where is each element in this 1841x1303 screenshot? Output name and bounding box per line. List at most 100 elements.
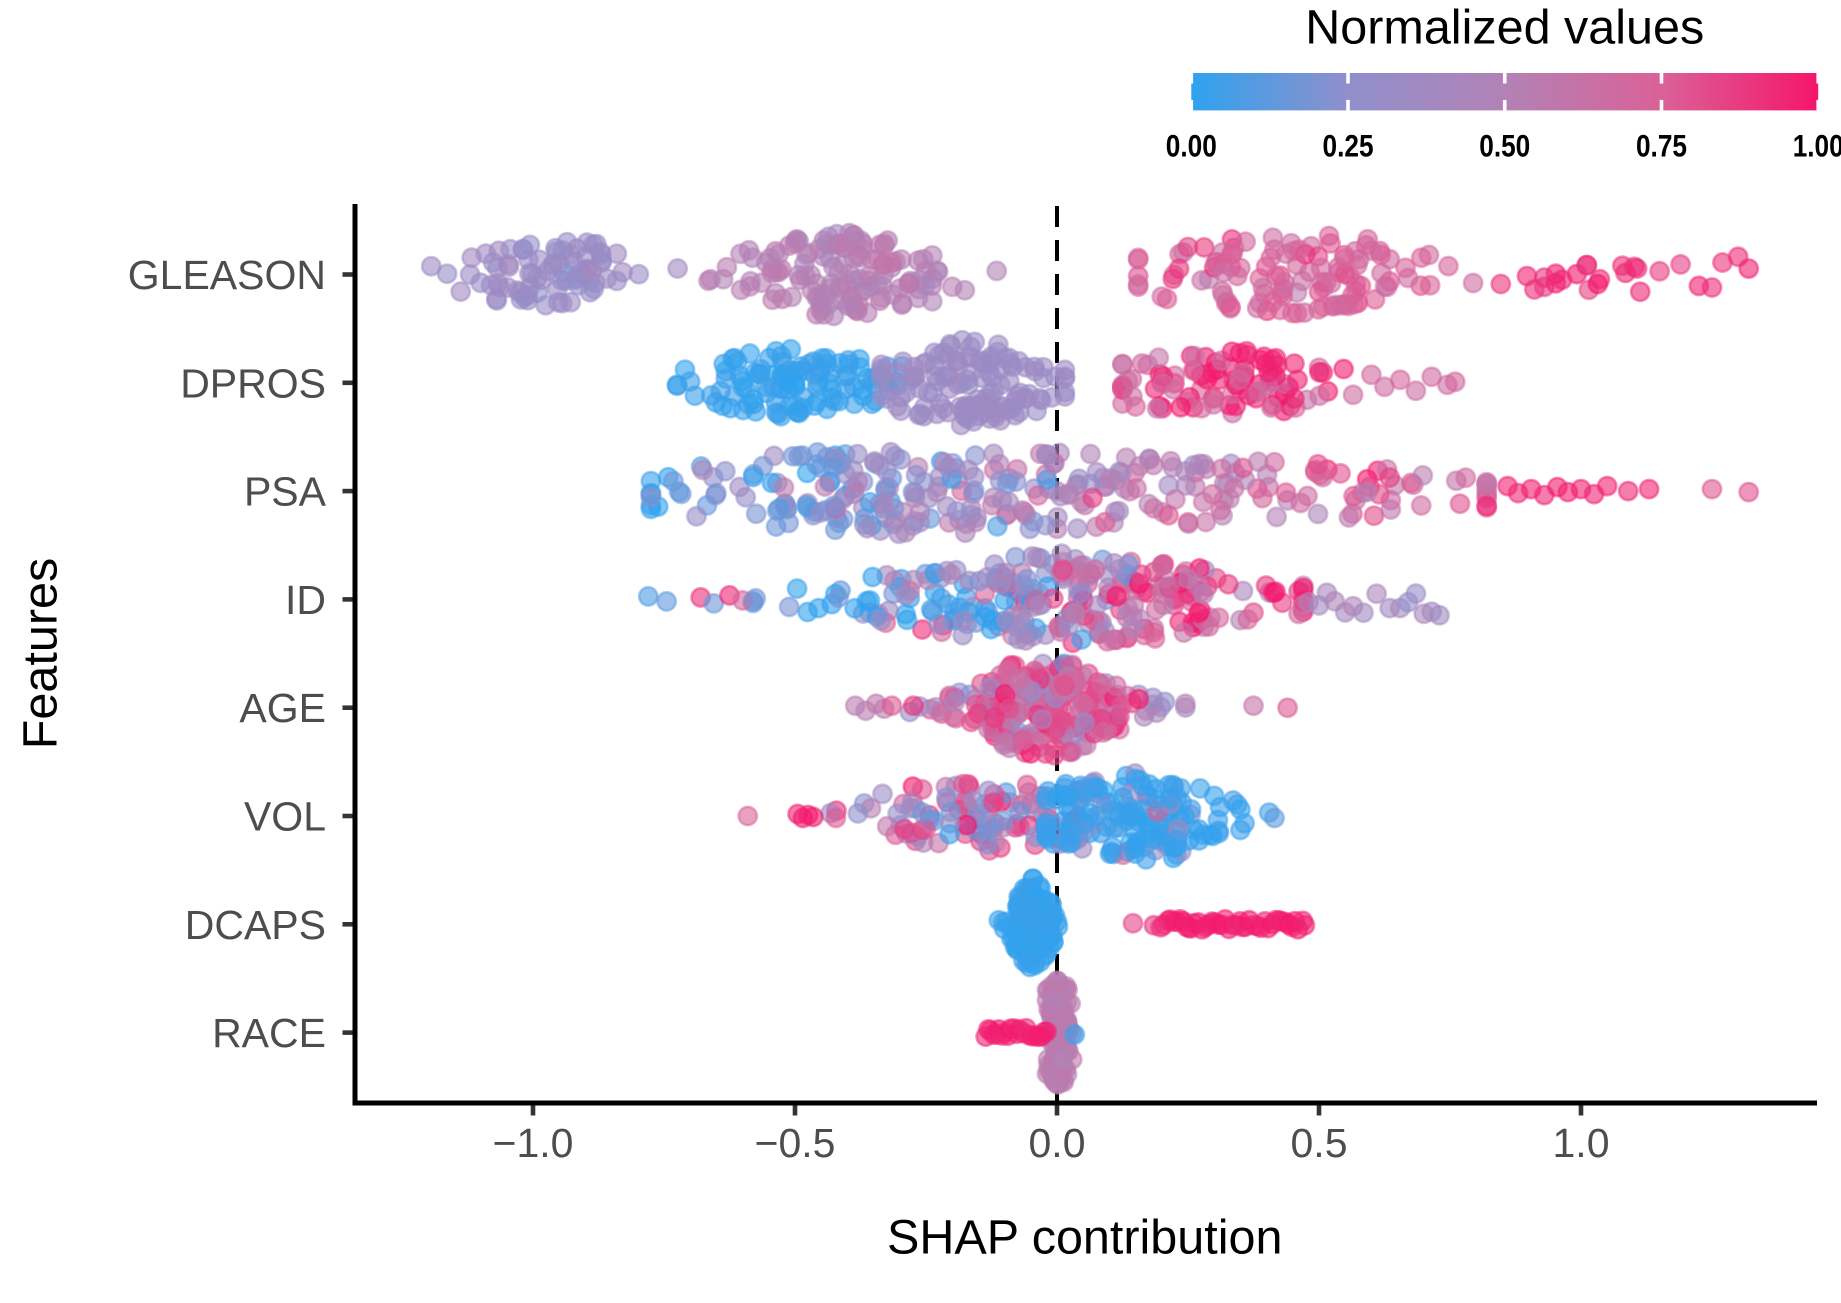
- data-point: [1228, 369, 1250, 391]
- data-point: [526, 267, 548, 289]
- data-point: [814, 475, 836, 497]
- legend-tick-label: 0.25: [1323, 128, 1374, 164]
- data-point: [847, 245, 869, 267]
- data-point: [1307, 453, 1329, 475]
- data-point: [1102, 836, 1124, 858]
- x-tick-label: −1.0: [493, 1120, 574, 1166]
- data-point: [986, 260, 1008, 282]
- data-point: [692, 459, 714, 481]
- data-point: [923, 342, 945, 364]
- data-point: [823, 390, 845, 412]
- data-point: [1307, 503, 1329, 525]
- data-point: [637, 585, 659, 607]
- data-point: [826, 233, 848, 255]
- legend-tick-label: 0.50: [1479, 128, 1530, 164]
- data-point: [1338, 506, 1360, 528]
- y-tick-label-gleason: GLEASON: [128, 252, 326, 298]
- y-tick-label-vol: VOL: [244, 794, 326, 840]
- feature-row-dpros: [666, 329, 1466, 436]
- data-point: [1366, 583, 1388, 605]
- data-point: [952, 610, 974, 632]
- data-point: [1342, 384, 1364, 406]
- data-point: [998, 698, 1020, 720]
- data-point: [1011, 729, 1033, 751]
- data-point: [1262, 582, 1284, 604]
- data-point: [1217, 573, 1239, 595]
- data-point: [1105, 675, 1127, 697]
- data-point: [737, 805, 759, 827]
- data-point: [547, 291, 569, 313]
- data-point: [1170, 396, 1192, 418]
- data-point: [1016, 952, 1038, 974]
- data-point: [1099, 468, 1121, 490]
- data-point: [1127, 249, 1149, 271]
- data-point: [1222, 242, 1244, 264]
- x-axis-ticks: −1.0 −0.5 0.0 0.5 1.0: [493, 1105, 1610, 1166]
- data-point: [1168, 258, 1190, 280]
- data-point: [485, 288, 507, 310]
- data-point: [1174, 693, 1196, 715]
- data-point: [871, 783, 893, 805]
- data-point: [719, 397, 741, 419]
- data-point: [822, 456, 844, 478]
- data-point: [1008, 800, 1030, 822]
- data-point: [1145, 788, 1167, 810]
- data-point: [628, 263, 650, 285]
- data-point: [1108, 500, 1130, 522]
- data-point: [870, 609, 892, 631]
- data-point: [937, 456, 959, 478]
- data-point: [773, 476, 795, 498]
- data-point: [1162, 456, 1184, 478]
- data-point: [827, 587, 849, 609]
- data-point: [895, 381, 917, 403]
- data-point: [920, 599, 942, 621]
- data-point: [974, 606, 996, 628]
- data-point: [806, 390, 828, 412]
- x-tick-label: 0.0: [1029, 1120, 1086, 1166]
- data-point: [1738, 258, 1760, 280]
- data-point: [1533, 267, 1555, 289]
- data-point: [750, 358, 772, 380]
- data-point: [1115, 447, 1137, 469]
- data-point: [1122, 605, 1144, 627]
- data-point: [1116, 810, 1138, 832]
- data-point: [1028, 594, 1050, 616]
- data-point: [1210, 499, 1232, 521]
- data-point: [779, 395, 801, 417]
- data-point: [1101, 800, 1123, 822]
- data-point: [1405, 583, 1427, 605]
- data-point: [1288, 239, 1310, 261]
- data-point: [1490, 273, 1512, 295]
- data-point: [886, 361, 908, 383]
- data-point: [1148, 347, 1170, 369]
- data-point: [1243, 695, 1265, 717]
- data-point: [909, 501, 931, 523]
- data-point: [825, 807, 847, 829]
- data-point: [1127, 273, 1149, 295]
- data-point: [1071, 628, 1093, 650]
- y-tick-label-dcaps: DCAPS: [185, 902, 326, 948]
- data-point: [806, 441, 828, 463]
- data-point: [1299, 261, 1321, 283]
- data-point: [1054, 366, 1076, 388]
- feature-row-race: [975, 970, 1086, 1095]
- data-point: [870, 287, 892, 309]
- data-point: [1476, 495, 1498, 517]
- data-point: [1235, 231, 1257, 253]
- data-point: [1191, 397, 1213, 419]
- data-point: [1379, 466, 1401, 488]
- y-axis-ticks: GLEASON DPROS PSA ID AGE VOL DCAPS RACE: [128, 252, 353, 1056]
- data-point: [461, 247, 483, 269]
- data-point: [1128, 688, 1150, 710]
- data-point: [890, 400, 912, 422]
- legend-notch-bottom: [1659, 99, 1664, 111]
- data-point: [1412, 464, 1434, 486]
- data-point: [450, 281, 472, 303]
- data-point: [1042, 453, 1064, 475]
- data-point: [1209, 796, 1231, 818]
- data-point: [1356, 481, 1378, 503]
- data-point: [1258, 361, 1280, 383]
- data-point: [1437, 255, 1459, 277]
- data-point: [1611, 255, 1633, 277]
- data-point: [1131, 775, 1153, 797]
